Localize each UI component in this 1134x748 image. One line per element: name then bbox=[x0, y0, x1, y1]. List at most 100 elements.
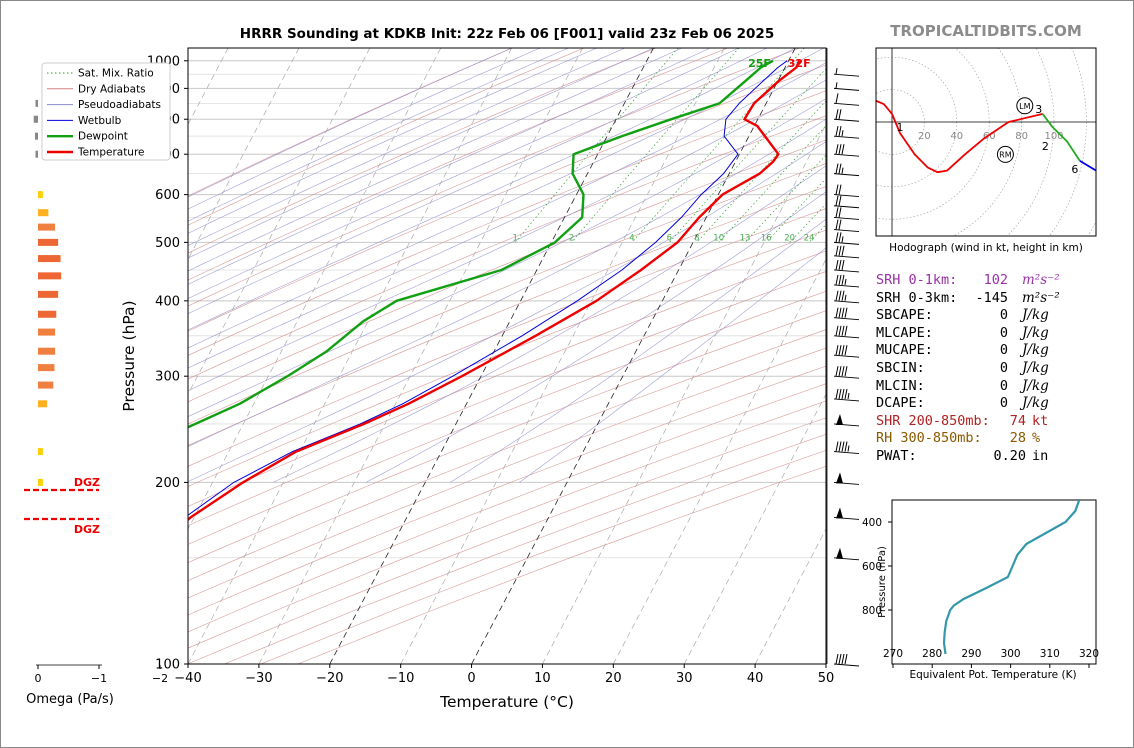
barb-pennant bbox=[836, 472, 843, 484]
y-axis-label: Pressure (hPa) bbox=[120, 300, 138, 411]
dry-adiabat bbox=[188, 115, 826, 380]
wind-barb bbox=[833, 653, 860, 667]
x-tick-label: 0 bbox=[467, 671, 475, 686]
mixing-ratio-label: 6 bbox=[667, 233, 672, 243]
omega-axis-label: Omega (Pa/s) bbox=[26, 692, 114, 707]
mixing-ratio-label: 2 bbox=[569, 233, 574, 243]
barb-half-flag bbox=[835, 82, 838, 89]
barb-flag bbox=[841, 290, 845, 301]
theta-e-x-tick-label: 320 bbox=[1079, 648, 1099, 660]
barb-flag bbox=[844, 388, 848, 400]
index-row: DCAPE: 0 J/kg bbox=[876, 395, 1096, 413]
wind-barb bbox=[833, 93, 860, 106]
wind-barb bbox=[833, 259, 860, 273]
dewpoint-line bbox=[188, 59, 774, 429]
barb-staff bbox=[833, 451, 860, 455]
index-row: SRH 0-1km: 102 m²s⁻² bbox=[876, 272, 1096, 290]
wind-barb bbox=[833, 82, 860, 91]
omega-bar bbox=[35, 99, 38, 107]
barb-flag bbox=[835, 195, 839, 206]
wind-barb bbox=[833, 68, 860, 77]
y-tick-label: 300 bbox=[155, 370, 180, 385]
dry-adiabat bbox=[188, 48, 513, 197]
index-row: MUCAPE: 0 J/kg bbox=[876, 342, 1096, 360]
theta-e-y-tick-label: 400 bbox=[862, 517, 882, 529]
isotherm bbox=[258, 48, 583, 664]
pseudoadiabat bbox=[188, 62, 826, 369]
pseudoadiabat bbox=[188, 48, 739, 299]
hodograph-panel: 20 40 60 80 100 LM RM 1 2 3 6 9 Hodograph (wind in k… bbox=[875, 47, 1097, 254]
theta-e-x-tick-label: 290 bbox=[961, 648, 981, 660]
barb-flag bbox=[838, 307, 842, 318]
barb-staff bbox=[833, 354, 860, 358]
pseudoadiabat bbox=[188, 48, 796, 331]
index-unit: kt bbox=[1032, 412, 1049, 429]
indices-panel: SRH 0-1km: 102 m²s⁻² SRH 0-3km: -145 m²s⁻² SBC… bbox=[876, 272, 1096, 466]
wind-barb bbox=[833, 307, 860, 321]
mixing-ratio-line bbox=[696, 100, 826, 243]
barb-staff bbox=[833, 241, 860, 245]
legend-label: Pseudoadiabats bbox=[78, 99, 161, 111]
wind-barbs bbox=[826, 48, 860, 667]
barb-flag bbox=[838, 144, 842, 155]
mixing-ratio-label: 1 bbox=[513, 233, 518, 243]
pseudoadiabat bbox=[273, 165, 826, 483]
isotherm bbox=[188, 48, 513, 664]
skewt-legend: Sat. Mix. Ratio Dry Adiabats Pseudoadiabat… bbox=[41, 62, 171, 161]
surface-dewpoint-label: 25F bbox=[748, 57, 771, 70]
index-value: 0 bbox=[999, 359, 1008, 376]
wind-barb bbox=[833, 126, 860, 139]
barb-flag bbox=[838, 653, 842, 665]
x-tick-label: 40 bbox=[747, 671, 764, 686]
barb-half-flag bbox=[844, 278, 847, 286]
barb-flag bbox=[838, 207, 842, 218]
pseudoadiabat bbox=[188, 48, 711, 285]
barb-staff bbox=[833, 663, 860, 667]
omega-bar bbox=[38, 272, 62, 280]
index-row: PWAT: 0.20 in bbox=[876, 448, 1096, 466]
legend-label: Wetbulb bbox=[78, 115, 122, 127]
dry-adiabat bbox=[188, 290, 826, 545]
mixing-ratio-label: 13 bbox=[740, 233, 751, 243]
barb-flag bbox=[838, 232, 842, 243]
wind-barb bbox=[833, 195, 860, 209]
mixing-ratio-line bbox=[718, 125, 826, 243]
hodograph-ring-label: 60 bbox=[983, 131, 996, 142]
isotherm bbox=[400, 48, 725, 664]
index-unit: J/kg bbox=[1022, 307, 1049, 324]
dry-adiabat bbox=[188, 271, 826, 526]
theta-e-frame bbox=[891, 499, 1097, 665]
dry-adiabat bbox=[188, 48, 585, 226]
barb-half-flag bbox=[847, 445, 850, 452]
barb-staff bbox=[833, 216, 860, 220]
x-tick-label: 30 bbox=[676, 671, 693, 686]
omega-bar bbox=[38, 381, 54, 389]
wind-barb bbox=[833, 219, 860, 233]
index-unit: J/kg bbox=[1022, 395, 1049, 412]
barb-flag bbox=[838, 245, 842, 256]
index-value: 0 bbox=[999, 324, 1008, 341]
hodograph-height-label: 6 bbox=[1071, 163, 1078, 176]
barb-flag bbox=[841, 345, 845, 356]
omega-tick-label: 0 bbox=[35, 672, 42, 685]
index-unit: J/kg bbox=[1022, 377, 1049, 394]
barb-staff bbox=[833, 205, 860, 209]
barb-flag bbox=[844, 307, 848, 318]
barb-flag bbox=[835, 345, 839, 356]
hodograph-trace-0-3km bbox=[876, 99, 1043, 174]
pseudoadiabat bbox=[188, 48, 654, 259]
barb-flag bbox=[835, 290, 839, 301]
omega-bar bbox=[38, 364, 55, 372]
index-label: SHR 200-850mb: bbox=[876, 412, 990, 429]
mixing-ratio-line bbox=[853, 48, 1046, 242]
barb-flag bbox=[835, 144, 839, 155]
barb-flag bbox=[838, 366, 842, 377]
legend-label: Sat. Mix. Ratio bbox=[78, 68, 154, 80]
dry-adiabat bbox=[188, 329, 826, 581]
barb-half-flag bbox=[841, 130, 844, 137]
barb-flag bbox=[838, 259, 842, 271]
pseudoadiabat bbox=[188, 98, 826, 417]
wind-barb bbox=[833, 163, 860, 177]
theta-e-y-label: Pressure (hPa) bbox=[877, 546, 888, 618]
